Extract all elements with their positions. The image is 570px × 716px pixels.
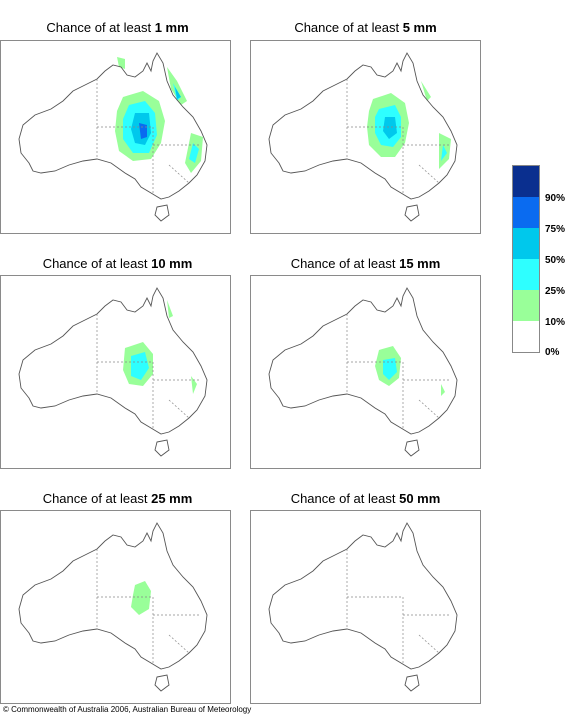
title-prefix: Chance of at least	[42, 256, 152, 271]
panel-title-25mm: Chance of at least 25 mm	[0, 491, 235, 506]
coastline	[18, 287, 208, 435]
title-prefix: Chance of at least	[46, 20, 155, 35]
coastline	[18, 522, 208, 670]
australia-map	[18, 522, 208, 692]
map-panel-1mm	[0, 40, 231, 234]
tasmania-outline	[154, 439, 170, 457]
map-panel-10mm	[0, 275, 231, 469]
panel-title-1mm: Chance of at least 1 mm	[0, 20, 235, 35]
title-prefix: Chance of at least	[290, 491, 400, 506]
tasmania-outline	[404, 674, 420, 692]
probability-region	[383, 117, 397, 139]
tasmania-outline	[404, 204, 420, 222]
state-borders	[96, 314, 201, 430]
map-panel-5mm	[250, 40, 481, 234]
panel-title-10mm: Chance of at least 10 mm	[0, 256, 235, 271]
state-borders	[346, 79, 451, 195]
panel-title-50mm: Chance of at least 50 mm	[248, 491, 483, 506]
probability-region	[383, 358, 397, 380]
map-panel-50mm	[250, 510, 481, 704]
legend-label-25: 25%	[545, 286, 566, 297]
legend-swatch-10	[513, 290, 539, 321]
legend-label-75: 75%	[545, 224, 566, 235]
probability-region	[139, 91, 181, 139]
title-amount: 50 mm	[399, 491, 441, 506]
australia-map	[268, 522, 458, 692]
tasmania-outline	[154, 204, 170, 222]
australia-map	[268, 287, 458, 457]
title-amount: 25 mm	[151, 491, 193, 506]
legend-swatch-0	[513, 321, 539, 352]
coastline	[268, 52, 458, 200]
panel-title-5mm: Chance of at least 5 mm	[248, 20, 483, 35]
title-prefix: Chance of at least	[294, 20, 403, 35]
legend-swatch-25	[513, 259, 539, 290]
tasmania-outline	[154, 674, 170, 692]
probability-legend	[512, 165, 540, 353]
legend-label-10: 10%	[545, 317, 566, 328]
state-borders	[96, 79, 201, 195]
probability-region	[367, 81, 451, 169]
state-borders	[346, 314, 451, 430]
probability-region	[375, 300, 445, 396]
copyright-notice: © Commonwealth of Australia 2006, Austra…	[3, 705, 252, 714]
australia-map	[18, 52, 208, 222]
australia-map	[18, 287, 208, 457]
probability-region	[131, 581, 151, 615]
australia-map	[268, 52, 458, 222]
legend-label-0: 0%	[545, 347, 560, 358]
title-amount: 15 mm	[399, 256, 441, 271]
title-prefix: Chance of at least	[42, 491, 152, 506]
map-panel-15mm	[250, 275, 481, 469]
coastline	[268, 287, 458, 435]
state-borders	[346, 549, 451, 665]
title-amount: 5 mm	[402, 20, 437, 35]
legend-swatch-90	[513, 166, 539, 197]
panel-title-15mm: Chance of at least 15 mm	[248, 256, 483, 271]
title-amount: 1 mm	[154, 20, 189, 35]
probability-region	[131, 352, 149, 380]
title-amount: 10 mm	[151, 256, 193, 271]
coastline	[18, 52, 208, 200]
state-borders	[96, 549, 201, 665]
coastline	[268, 522, 458, 670]
map-panel-25mm	[0, 510, 231, 704]
legend-swatch-50	[513, 228, 539, 259]
legend-label-50: 50%	[545, 255, 566, 266]
title-prefix: Chance of at least	[290, 256, 400, 271]
tasmania-outline	[404, 439, 420, 457]
legend-label-90: 90%	[545, 193, 566, 204]
legend-swatch-75	[513, 197, 539, 228]
